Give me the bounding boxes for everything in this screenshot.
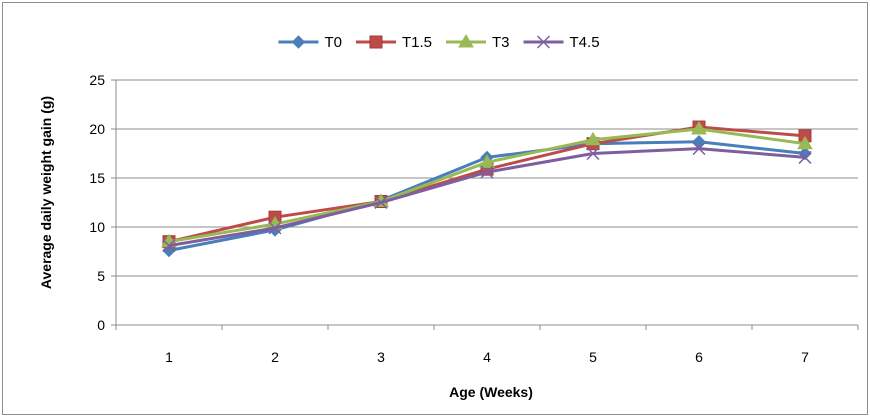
legend-label: T1.5 [402, 34, 432, 51]
legend-entry-t4-5: T4.5 [523, 34, 600, 51]
legend-label: T4.5 [570, 34, 600, 51]
x-tick-label: 3 [377, 349, 385, 365]
x-tick-label: 6 [695, 349, 703, 365]
y-tick-label: 15 [89, 170, 105, 186]
data-point-t3 [797, 135, 813, 150]
y-tick-label: 10 [89, 219, 105, 235]
data-point-t4-5 [268, 221, 282, 235]
data-point-t4-5 [374, 195, 388, 210]
y-tick-label: 5 [97, 268, 105, 284]
legend-swatch-marker [291, 35, 306, 49]
y-tick-label: 0 [97, 317, 105, 333]
x-tick-label: 1 [165, 349, 173, 365]
series [161, 120, 813, 258]
data-point-t3 [585, 131, 601, 146]
legend-swatch-marker [369, 35, 383, 49]
data-point-t4-5 [692, 142, 706, 156]
data-point-t3 [479, 154, 495, 168]
data-point-t4-5 [798, 150, 812, 164]
data-point-t4-5 [480, 165, 494, 179]
data-point-t3 [691, 121, 707, 135]
x-axis-title: Age (Weeks) [449, 384, 533, 400]
y-axis-title: Average daily weight gain (g) [38, 96, 54, 289]
legend-entry-t3: T3 [446, 34, 510, 51]
x-tick-label: 7 [801, 349, 809, 365]
x-tick-label: 2 [271, 349, 279, 365]
legend-entry-t0: T0 [278, 34, 342, 51]
legend-swatch-marker [458, 34, 474, 48]
legend-entry-t1-5: T1.5 [355, 34, 432, 51]
legend: T0 T1.5 T3 T4.5 [278, 34, 600, 51]
axes: 0 5 10 15 20 25 1 2 3 4 5 6 7 [89, 72, 859, 365]
chart-border [2, 2, 868, 415]
data-point-t4-5 [162, 239, 176, 253]
legend-label: T3 [492, 34, 510, 51]
legend-swatch-marker [536, 35, 551, 49]
series-t4-5 [162, 142, 812, 253]
y-tick-label: 25 [89, 72, 105, 88]
y-tick-label: 20 [89, 121, 105, 137]
legend-label: T0 [324, 34, 342, 51]
data-point-t4-5 [586, 146, 600, 161]
x-tick-label: 5 [589, 349, 597, 365]
x-tick-label: 4 [483, 349, 491, 365]
